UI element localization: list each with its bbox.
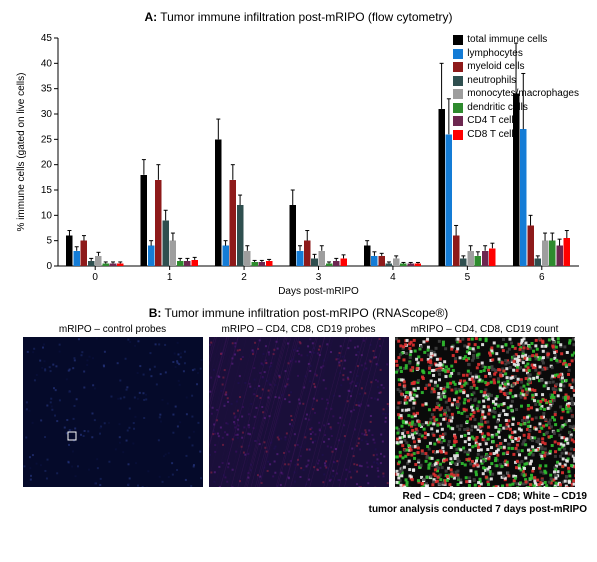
svg-text:30: 30 <box>41 109 53 120</box>
legend-label: lymphocytes <box>467 48 523 61</box>
svg-text:3: 3 <box>316 272 322 283</box>
svg-text:25: 25 <box>41 134 53 145</box>
svg-text:2: 2 <box>241 272 247 283</box>
legend-item: monocytes/macrophages <box>453 88 579 101</box>
svg-text:5: 5 <box>465 272 471 283</box>
legend-item: CD4 T cells <box>453 115 579 128</box>
legend-label: CD4 T cells <box>467 115 518 128</box>
legend-item: CD8 T cells <box>453 129 579 142</box>
svg-text:0: 0 <box>46 261 52 272</box>
legend-label: myeloid cells <box>467 61 524 74</box>
image-col-3: mRIPO – CD4, CD8, CD19 count <box>395 324 575 487</box>
panel-b-prefix: B: <box>149 306 162 320</box>
panel-a-prefix: A: <box>144 10 157 24</box>
legend-swatch <box>453 62 463 72</box>
svg-text:40: 40 <box>41 58 53 69</box>
panel-b-title: B: Tumor immune infiltration post-mRIPO … <box>10 306 587 320</box>
footer-line1: Red – CD4; green – CD8; White – CD19 <box>403 491 588 502</box>
legend-swatch <box>453 130 463 140</box>
svg-text:20: 20 <box>41 160 53 171</box>
legend-swatch <box>453 49 463 59</box>
legend-item: lymphocytes <box>453 48 579 61</box>
legend-label: neutrophils <box>467 75 516 88</box>
footer-caption: Red – CD4; green – CD8; White – CD19 tum… <box>10 491 587 516</box>
legend-swatch <box>453 35 463 45</box>
legend-item: myeloid cells <box>453 61 579 74</box>
image-caption-1: mRIPO – control probes <box>59 324 166 335</box>
panel-a: A: Tumor immune infiltration post-mRIPO … <box>10 10 587 298</box>
chart-wrap: total immune cellslymphocytesmyeloid cel… <box>10 28 587 298</box>
legend-swatch <box>453 103 463 113</box>
legend-item: neutrophils <box>453 75 579 88</box>
figure-root: A: Tumor immune infiltration post-mRIPO … <box>10 10 587 516</box>
panel-a-title-text: Tumor immune infiltration post-mRIPO (fl… <box>160 10 452 24</box>
svg-text:15: 15 <box>41 185 53 196</box>
legend-swatch <box>453 89 463 99</box>
legend-label: CD8 T cells <box>467 129 518 142</box>
image-row: mRIPO – control probes mRIPO – CD4, CD8,… <box>10 324 587 487</box>
panel-b-title-text: Tumor immune infiltration post-mRIPO (RN… <box>164 306 448 320</box>
svg-text:5: 5 <box>46 236 52 247</box>
svg-text:10: 10 <box>41 210 53 221</box>
legend-label: monocytes/macrophages <box>467 88 579 101</box>
legend-label: dendritic cells <box>467 102 528 115</box>
image-col-2: mRIPO – CD4, CD8, CD19 probes <box>209 324 389 487</box>
image-1 <box>23 337 203 487</box>
legend-item: total immune cells <box>453 34 579 47</box>
panel-a-title: A: Tumor immune infiltration post-mRIPO … <box>10 10 587 24</box>
image-col-1: mRIPO – control probes <box>23 324 203 487</box>
image-3 <box>395 337 575 487</box>
panel-b: B: Tumor immune infiltration post-mRIPO … <box>10 306 587 516</box>
legend-item: dendritic cells <box>453 102 579 115</box>
svg-text:% immune cells (gated on live: % immune cells (gated on live cells) <box>16 73 27 232</box>
legend-box: total immune cellslymphocytesmyeloid cel… <box>453 34 579 142</box>
image-caption-2: mRIPO – CD4, CD8, CD19 probes <box>222 324 376 335</box>
svg-text:1: 1 <box>167 272 173 283</box>
legend-swatch <box>453 76 463 86</box>
image-caption-3: mRIPO – CD4, CD8, CD19 count <box>411 324 559 335</box>
legend-label: total immune cells <box>467 34 547 47</box>
svg-text:0: 0 <box>92 272 98 283</box>
legend-swatch <box>453 116 463 126</box>
image-2 <box>209 337 389 487</box>
svg-text:4: 4 <box>390 272 396 283</box>
svg-text:45: 45 <box>41 33 53 44</box>
svg-text:35: 35 <box>41 84 53 95</box>
footer-line2: tumor analysis conducted 7 days post-mRI… <box>369 504 587 515</box>
svg-text:6: 6 <box>539 272 545 283</box>
svg-text:Days post-mRIPO: Days post-mRIPO <box>278 286 359 297</box>
